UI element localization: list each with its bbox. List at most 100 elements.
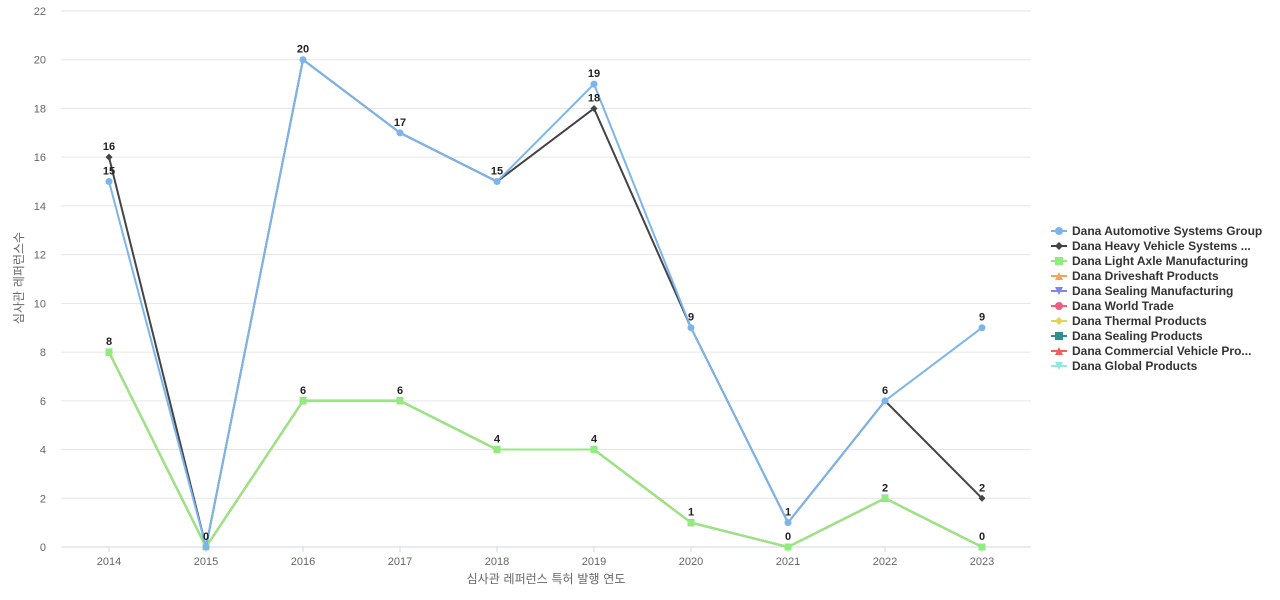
- legend-item-7: Dana Sealing Products: [1051, 329, 1203, 343]
- legend-symbol-8: [1055, 347, 1063, 355]
- data-label-2014-0: 16: [103, 141, 115, 153]
- y-tick-label-18: 18: [34, 103, 46, 115]
- legend-label-1: Dana Heavy Vehicle Systems ...: [1072, 239, 1251, 253]
- series-lines: [105, 56, 986, 551]
- data-label-2023-19: 9: [979, 312, 985, 324]
- point-1-2019: [590, 104, 598, 112]
- legend-symbol-6: [1055, 317, 1063, 325]
- y-tick-label-10: 10: [34, 298, 46, 310]
- data-label-2021-15: 1: [785, 507, 791, 519]
- point-0-2018: [493, 178, 501, 186]
- legend-symbol-1: [1055, 242, 1063, 250]
- legend-symbol-2: [1055, 257, 1063, 265]
- data-label-2023-20: 2: [979, 482, 985, 494]
- y-tick-label-22: 22: [34, 6, 46, 18]
- y-tick-label-16: 16: [34, 152, 46, 164]
- data-label-2016-4: 20: [297, 44, 309, 56]
- legend-label-6: Dana Thermal Products: [1072, 314, 1207, 328]
- legend-symbol-4: [1055, 287, 1063, 295]
- y-axis-title: 심사관 레퍼런스수: [12, 232, 26, 324]
- y-tick-label-4: 4: [40, 445, 46, 457]
- point-2-2017: [396, 397, 404, 405]
- data-label-2018-8: 15: [491, 166, 503, 178]
- y-tick-label-2: 2: [40, 493, 46, 505]
- data-label-2020-13: 9: [688, 312, 694, 324]
- y-tick-label-6: 6: [40, 396, 46, 408]
- x-tick-label-2021: 2021: [776, 556, 800, 568]
- point-0-2014: [105, 178, 113, 186]
- data-label-2017-7: 6: [397, 385, 403, 397]
- legend-symbol-0: [1055, 227, 1063, 235]
- x-tick-label-2023: 2023: [970, 556, 994, 568]
- x-tick-label-2017: 2017: [388, 556, 412, 568]
- legend-label-5: Dana World Trade: [1072, 299, 1174, 313]
- data-label-2015-3: 0: [203, 531, 209, 543]
- point-0-2022: [881, 397, 889, 405]
- x-tick-label-2022: 2022: [873, 556, 897, 568]
- point-2-2016: [299, 397, 307, 405]
- data-label-2014-2: 8: [106, 336, 112, 348]
- data-label-2023-21: 0: [979, 531, 985, 543]
- point-0-2023: [978, 324, 986, 332]
- point-2-2014: [105, 348, 113, 356]
- legend-label-4: Dana Sealing Manufacturing: [1072, 284, 1233, 298]
- legend-label-0: Dana Automotive Systems Group: [1072, 224, 1262, 238]
- data-label-2020-14: 1: [688, 507, 694, 519]
- legend-item-6: Dana Thermal Products: [1051, 314, 1207, 328]
- y-tick-label-12: 12: [34, 250, 46, 262]
- legend-item-0: Dana Automotive Systems Group: [1051, 224, 1262, 238]
- point-0-2020: [687, 324, 695, 332]
- legend-item-3: Dana Driveshaft Products: [1051, 269, 1219, 283]
- series-0: [105, 56, 986, 551]
- point-2-2022: [881, 494, 889, 502]
- point-0-2015: [202, 543, 210, 551]
- legend-item-4: Dana Sealing Manufacturing: [1051, 284, 1233, 298]
- data-label-2019-10: 19: [588, 68, 600, 80]
- legend-item-5: Dana World Trade: [1051, 299, 1174, 313]
- x-tick-label-2019: 2019: [582, 556, 606, 568]
- data-label-2021-16: 0: [785, 531, 791, 543]
- data-label-2018-9: 4: [494, 434, 501, 446]
- point-0-2021: [784, 519, 792, 527]
- legend-label-2: Dana Light Axle Manufacturing: [1072, 254, 1248, 268]
- legend-label-9: Dana Global Products: [1072, 359, 1198, 373]
- data-label-2017-6: 17: [394, 117, 406, 129]
- point-2-2018: [493, 446, 501, 454]
- x-tick-label-2018: 2018: [485, 556, 509, 568]
- x-tick-label-2020: 2020: [679, 556, 703, 568]
- series-line-2: [108, 351, 983, 548]
- legend-symbol-5: [1055, 302, 1063, 310]
- point-2-2021: [784, 543, 792, 551]
- legend-item-1: Dana Heavy Vehicle Systems ...: [1051, 239, 1251, 253]
- point-2-2019: [590, 446, 598, 454]
- data-label-2019-11: 18: [588, 92, 600, 104]
- x-tick-label-2014: 2014: [97, 556, 121, 568]
- legend-label-7: Dana Sealing Products: [1072, 329, 1203, 343]
- y-tick-label-8: 8: [40, 347, 46, 359]
- x-axis-title: 심사관 레퍼런스 특허 발행 연도: [467, 571, 626, 586]
- gridlines: [61, 10, 1031, 548]
- legend-label-3: Dana Driveshaft Products: [1072, 269, 1219, 283]
- y-tick-label-0: 0: [40, 542, 46, 554]
- point-0-2016: [299, 56, 307, 64]
- series-line-0: [108, 58, 983, 548]
- data-label-2014-1: 15: [103, 166, 115, 178]
- legend-item-9: Dana Global Products: [1051, 359, 1198, 373]
- data-label-2022-18: 2: [882, 482, 888, 494]
- y-tick-label-14: 14: [34, 201, 46, 213]
- x-tick-label-2015: 2015: [194, 556, 218, 568]
- data-label-2019-12: 4: [591, 434, 598, 446]
- point-0-2017: [396, 129, 404, 137]
- legend-item-2: Dana Light Axle Manufacturing: [1051, 254, 1248, 268]
- point-2-2020: [687, 519, 695, 527]
- legend-label-8: Dana Commercial Vehicle Pro...: [1072, 344, 1251, 358]
- point-1-2023: [978, 494, 986, 502]
- legend-symbol-7: [1055, 332, 1063, 340]
- legend-symbol-3: [1055, 272, 1063, 280]
- legend-symbol-9: [1055, 362, 1063, 370]
- legend-item-8: Dana Commercial Vehicle Pro...: [1051, 344, 1251, 358]
- point-1-2014: [105, 153, 113, 161]
